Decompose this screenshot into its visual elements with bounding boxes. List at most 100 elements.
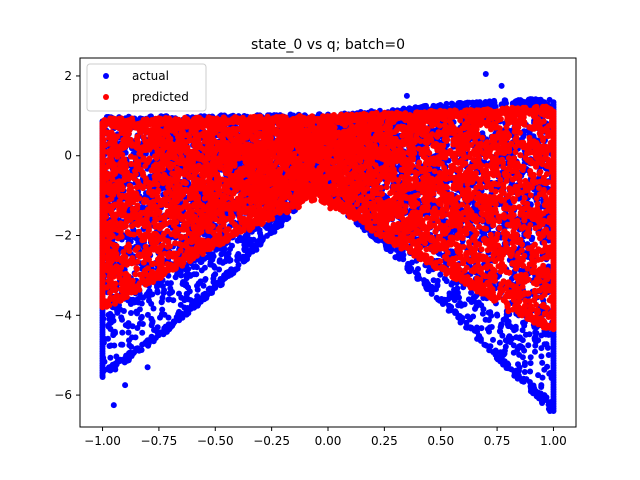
point-actual xyxy=(256,227,263,233)
point-actual xyxy=(485,317,492,323)
point-actual xyxy=(164,280,171,287)
point-actual xyxy=(176,290,182,297)
point-actual xyxy=(448,281,455,288)
point-actual xyxy=(222,258,229,265)
point-actual xyxy=(521,347,528,354)
point-actual xyxy=(107,310,114,317)
point-actual xyxy=(140,294,147,301)
point-actual xyxy=(167,285,174,292)
point-actual xyxy=(522,359,528,366)
point-actual xyxy=(544,363,551,370)
point-actual xyxy=(134,310,140,317)
point-actual xyxy=(479,130,486,137)
point-actual xyxy=(148,322,155,329)
point-actual xyxy=(508,335,515,342)
point-actual xyxy=(532,329,539,336)
point-actual xyxy=(186,288,193,295)
point-actual xyxy=(240,236,247,243)
point-actual xyxy=(425,268,432,275)
point-actual xyxy=(455,302,462,309)
point-actual xyxy=(129,334,135,341)
point-actual xyxy=(170,297,177,304)
point-actual xyxy=(527,360,534,367)
point-actual xyxy=(154,289,161,296)
point-actual xyxy=(144,311,151,318)
point-actual xyxy=(516,351,523,358)
point-actual xyxy=(145,288,152,295)
point-actual xyxy=(113,353,120,360)
chart-title: state_0 vs q; batch=0 xyxy=(251,37,405,53)
point-actual xyxy=(212,271,219,278)
point-actual xyxy=(535,372,542,379)
point-actual xyxy=(470,297,477,304)
point-actual xyxy=(244,232,251,239)
point-actual xyxy=(525,342,532,349)
point-actual xyxy=(139,329,146,336)
point-actual xyxy=(119,329,126,336)
point-actual xyxy=(532,342,539,349)
point-actual xyxy=(496,339,503,346)
point-actual xyxy=(539,359,546,366)
point-actual xyxy=(520,319,526,326)
point-actual xyxy=(519,327,526,334)
point-actual xyxy=(527,368,534,375)
point-actual xyxy=(159,306,166,313)
point-actual xyxy=(150,305,157,312)
point-actual xyxy=(198,267,205,274)
point-actual xyxy=(453,293,460,300)
point-actual xyxy=(158,298,165,305)
point-actual xyxy=(451,286,457,293)
point-actual xyxy=(515,361,521,368)
point-actual xyxy=(541,341,548,348)
point-actual xyxy=(538,384,545,390)
point-actual xyxy=(527,354,534,361)
point-actual xyxy=(497,328,504,335)
point-actual xyxy=(207,259,214,265)
point-actual xyxy=(478,325,485,332)
point-actual xyxy=(475,299,482,306)
point-actual xyxy=(108,342,114,349)
point-actual xyxy=(538,353,545,360)
point-actual xyxy=(138,313,145,320)
point-actual xyxy=(107,354,114,361)
point-actual xyxy=(174,271,181,278)
point-actual xyxy=(516,335,523,342)
point-actual xyxy=(193,264,200,271)
point-actual xyxy=(498,321,505,328)
point-actual xyxy=(434,277,441,284)
point-actual xyxy=(539,374,546,381)
point-actual xyxy=(526,331,533,338)
point-actual xyxy=(166,290,173,297)
point-actual xyxy=(181,297,188,304)
point-actual xyxy=(129,323,136,330)
point-actual xyxy=(198,258,205,265)
point-actual xyxy=(138,300,145,307)
point-actual xyxy=(511,327,518,334)
point-actual xyxy=(165,296,172,303)
scatter-points xyxy=(99,71,557,414)
point-actual xyxy=(545,352,552,358)
point-actual xyxy=(532,348,538,355)
point-actual xyxy=(146,297,152,304)
point-actual xyxy=(517,343,524,350)
point-actual xyxy=(126,342,133,349)
point-actual xyxy=(510,349,517,356)
point-actual xyxy=(490,336,496,343)
point-actual xyxy=(200,282,207,289)
point-actual xyxy=(461,301,468,308)
point-actual xyxy=(494,312,501,319)
point-actual xyxy=(117,306,124,313)
point-actual xyxy=(443,278,450,285)
point-actual xyxy=(437,271,444,278)
point-actual xyxy=(216,258,223,265)
point-actual xyxy=(157,314,163,321)
point-actual xyxy=(187,272,194,279)
point-actual xyxy=(504,338,511,345)
point-actual xyxy=(220,248,227,255)
point-actual xyxy=(118,314,125,321)
point-actual xyxy=(479,310,486,317)
point-actual xyxy=(446,292,453,299)
point-actual xyxy=(521,369,528,375)
point-actual xyxy=(487,309,494,316)
